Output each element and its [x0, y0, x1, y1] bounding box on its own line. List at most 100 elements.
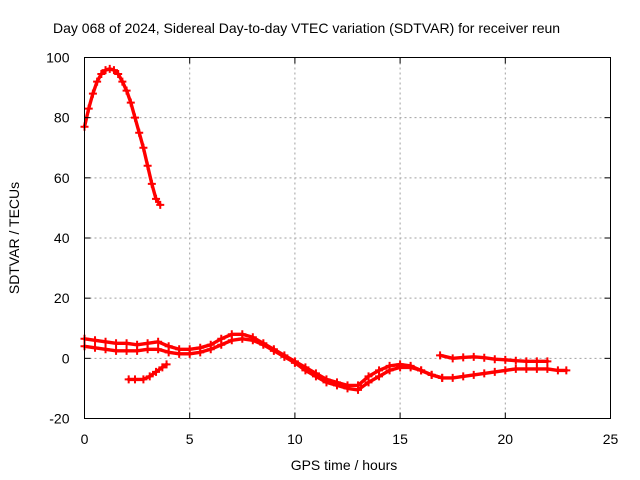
data-point: [139, 375, 148, 384]
data-point: [101, 337, 110, 346]
data-point: [343, 384, 352, 393]
data-point: [301, 366, 310, 375]
data-point: [126, 98, 135, 107]
data-point: [354, 385, 363, 394]
data-point: [156, 200, 165, 209]
data-point: [469, 370, 478, 379]
data-point: [417, 366, 426, 375]
data-point: [448, 373, 457, 382]
data-point: [109, 66, 118, 75]
data-point: [469, 352, 478, 361]
data-point: [375, 372, 384, 381]
data-point: [162, 360, 171, 369]
x-tick-label: 0: [81, 431, 89, 447]
data-point: [322, 378, 331, 387]
data-point: [280, 352, 289, 361]
x-tick-label: 10: [287, 431, 303, 447]
data-point: [562, 366, 571, 375]
data-point: [135, 128, 144, 137]
data-point: [438, 373, 447, 382]
data-point: [459, 372, 468, 381]
data-point: [259, 340, 268, 349]
data-point: [427, 370, 436, 379]
x-tick-label: 20: [498, 431, 514, 447]
data-point: [553, 366, 562, 375]
data-point: [130, 375, 139, 384]
data-point: [152, 194, 161, 203]
data-point: [490, 367, 499, 376]
y-tick-label: 40: [54, 230, 70, 246]
chart-title: Day 068 of 2024, Sidereal Day-to-day VTE…: [53, 20, 560, 36]
data-point: [501, 366, 510, 375]
data-point: [290, 358, 299, 367]
tick-layer: 0 5 10 15 20 25 -20 0 20 40 60 80 100: [46, 50, 618, 448]
data-point: [154, 337, 163, 346]
data-point: [93, 77, 102, 86]
data-point: [311, 372, 320, 381]
data-point: [105, 64, 114, 73]
data-point: [152, 367, 161, 376]
data-point: [227, 336, 236, 345]
data-point: [91, 336, 100, 345]
data-point: [114, 70, 123, 79]
data-point: [154, 345, 163, 354]
data-point: [448, 354, 457, 363]
data-point: [145, 372, 154, 381]
data-point: [143, 161, 152, 170]
data-point: [543, 357, 552, 366]
y-axis-label: SDTVAR / TECUs: [6, 182, 22, 294]
data-point: [175, 349, 184, 358]
data-point: [147, 179, 156, 188]
data-point: [543, 364, 552, 373]
y-tick-label: 0: [62, 350, 70, 366]
y-tick-label: 100: [46, 50, 70, 66]
data-point: [122, 346, 131, 355]
data-point: [112, 339, 121, 348]
data-point: [501, 355, 510, 364]
y-tick-label: 80: [54, 110, 70, 126]
data-point: [385, 366, 394, 375]
data-point: [164, 348, 173, 357]
y-tick-label: -20: [49, 411, 69, 427]
data-point: [480, 353, 489, 362]
data-point: [238, 334, 247, 343]
data-point: [139, 143, 148, 152]
data-point: [480, 369, 489, 378]
data-point: [122, 339, 131, 348]
data-point: [522, 364, 531, 373]
data-point: [130, 113, 139, 122]
x-tick-label: 15: [392, 431, 408, 447]
data-point: [332, 381, 341, 390]
data-point: [101, 66, 110, 75]
data-point: [88, 89, 97, 98]
data-point: [248, 336, 257, 345]
data-point: [143, 345, 152, 354]
data-point: [364, 378, 373, 387]
x-tick-label: 25: [603, 431, 619, 447]
data-point: [91, 343, 100, 352]
data-point: [185, 349, 194, 358]
data-point: [436, 351, 445, 360]
data-point: [532, 364, 541, 373]
data-point: [122, 86, 131, 95]
data-point: [522, 357, 531, 366]
data-point: [406, 363, 415, 372]
data-point: [511, 356, 520, 365]
data-point: [269, 346, 278, 355]
x-tick-label: 5: [186, 431, 194, 447]
data-point: [101, 345, 110, 354]
data-point: [196, 348, 205, 357]
data-point: [511, 364, 520, 373]
data-point: [112, 346, 121, 355]
x-axis-label: GPS time / hours: [291, 457, 398, 473]
data-point: [217, 340, 226, 349]
data-point: [84, 104, 93, 113]
data-point: [459, 353, 468, 362]
data-point: [118, 77, 127, 86]
y-tick-label: 20: [54, 290, 70, 306]
data-point: [490, 355, 499, 364]
data-point: [133, 346, 142, 355]
series-layer: [80, 64, 571, 394]
data-point: [97, 70, 106, 79]
